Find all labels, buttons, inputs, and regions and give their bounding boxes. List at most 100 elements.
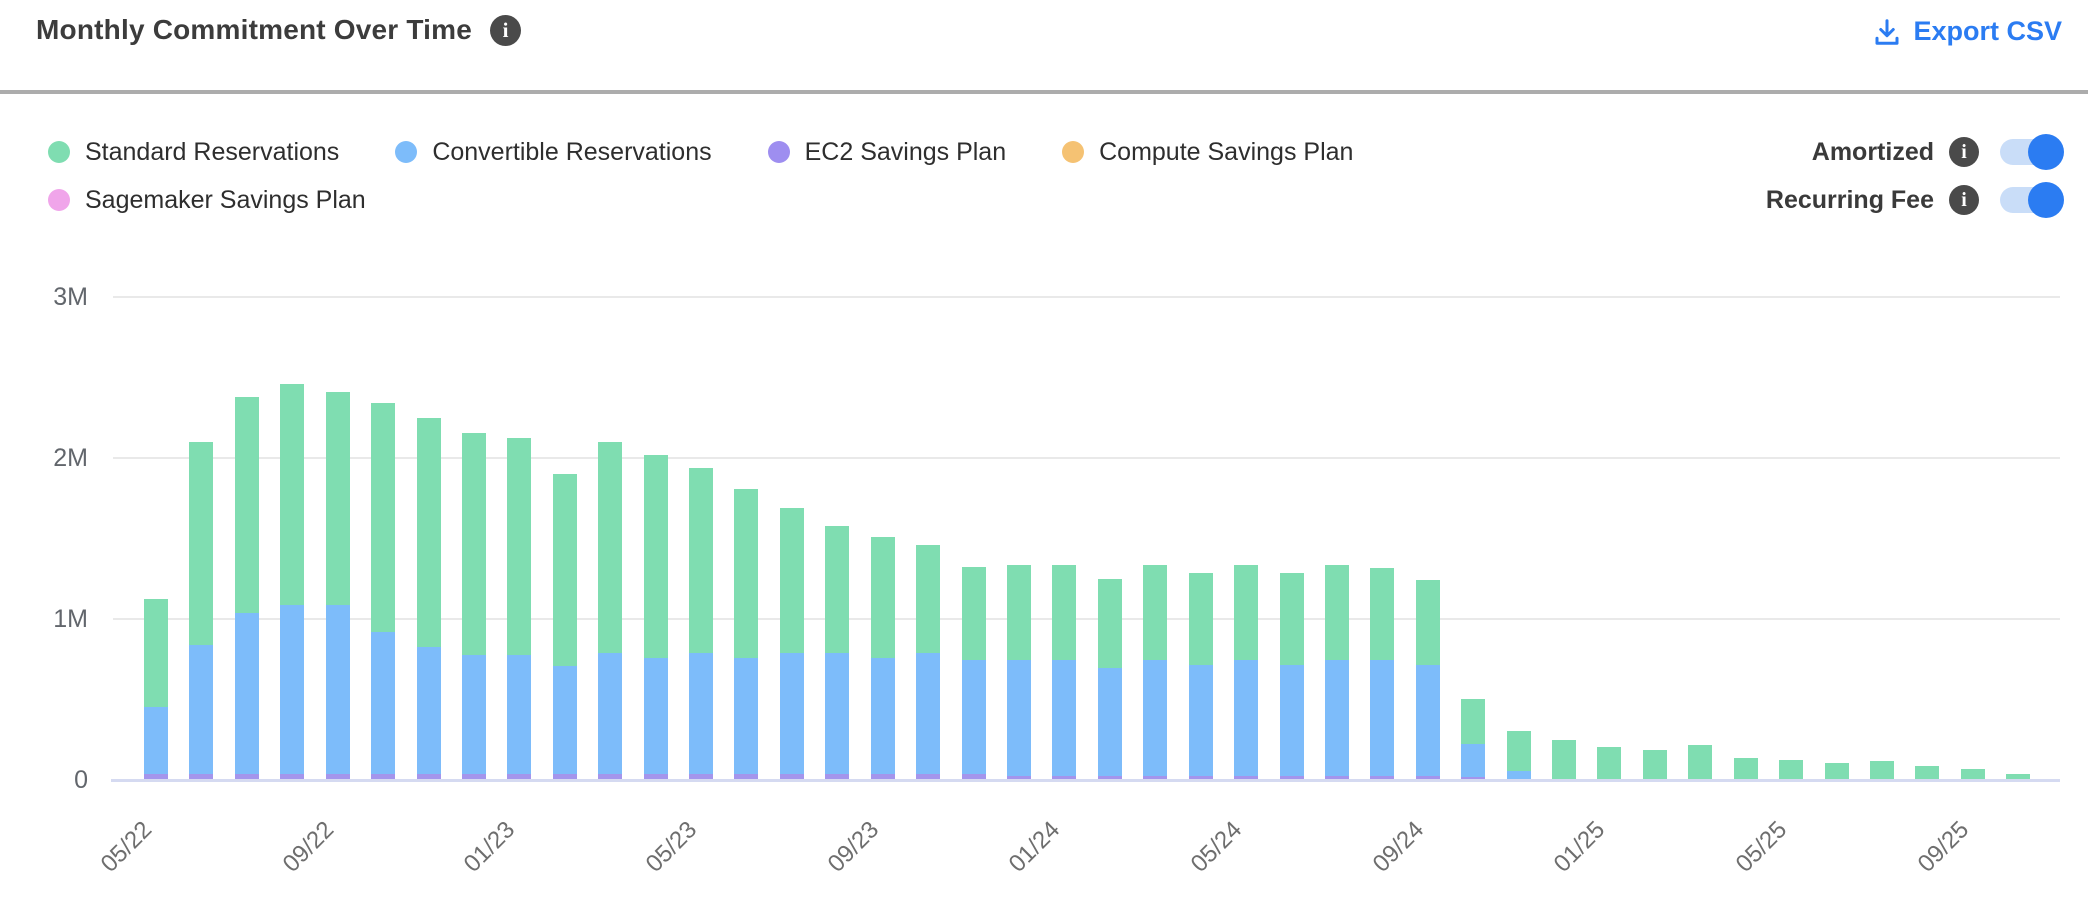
bar-segment[interactable] [780, 774, 804, 779]
bar-segment[interactable] [1234, 565, 1258, 660]
bar-segment[interactable] [326, 774, 350, 779]
bar-segment[interactable] [1052, 660, 1076, 776]
bar-segment[interactable] [1416, 776, 1440, 779]
bar-segment[interactable] [1870, 761, 1894, 779]
bar-segment[interactable] [1189, 665, 1213, 776]
bar-segment[interactable] [462, 433, 486, 655]
bar-segment[interactable] [280, 605, 304, 774]
bar-segment[interactable] [1688, 745, 1712, 779]
bar-segment[interactable] [417, 774, 441, 779]
bar-segment[interactable] [1143, 776, 1167, 779]
bar-segment[interactable] [1098, 776, 1122, 779]
legend-item[interactable]: Compute Savings Plan [1062, 138, 1353, 167]
bar-segment[interactable] [235, 774, 259, 779]
bar-segment[interactable] [1461, 699, 1485, 744]
bar-segment[interactable] [417, 418, 441, 647]
bar-segment[interactable] [553, 474, 577, 666]
bar-segment[interactable] [507, 655, 531, 774]
bar-segment[interactable] [1416, 665, 1440, 776]
bar-segment[interactable] [1234, 776, 1258, 779]
bar-segment[interactable] [1234, 660, 1258, 776]
bar-segment[interactable] [689, 774, 713, 779]
legend-item[interactable]: Sagemaker Savings Plan [48, 186, 366, 215]
bar-segment[interactable] [189, 645, 213, 774]
bar-segment[interactable] [734, 489, 758, 658]
bar-segment[interactable] [280, 384, 304, 605]
bar-segment[interactable] [1052, 776, 1076, 779]
bar-segment[interactable] [1643, 750, 1667, 779]
bar-segment[interactable] [462, 774, 486, 779]
bar-segment[interactable] [1825, 763, 1849, 779]
bar-segment[interactable] [1007, 565, 1031, 660]
bar-segment[interactable] [371, 403, 395, 632]
bar-segment[interactable] [916, 774, 940, 779]
bar-segment[interactable] [1325, 660, 1349, 776]
bar-segment[interactable] [598, 774, 622, 779]
bar-segment[interactable] [780, 508, 804, 653]
recurring-fee-toggle[interactable] [2000, 182, 2064, 218]
export-csv-button[interactable]: Export CSV [1872, 16, 2062, 47]
legend-item[interactable]: EC2 Savings Plan [767, 138, 1006, 167]
legend-item[interactable]: Convertible Reservations [395, 138, 712, 167]
bar-segment[interactable] [1779, 760, 1803, 779]
bar-segment[interactable] [1552, 740, 1576, 779]
bar-segment[interactable] [235, 613, 259, 774]
bar-segment[interactable] [734, 658, 758, 774]
bar-segment[interactable] [1325, 776, 1349, 779]
bar-segment[interactable] [1325, 565, 1349, 660]
bar-segment[interactable] [1280, 573, 1304, 665]
bar-segment[interactable] [962, 660, 986, 774]
bar-segment[interactable] [1007, 660, 1031, 776]
bar-segment[interactable] [689, 468, 713, 653]
bar-segment[interactable] [462, 655, 486, 774]
bar-segment[interactable] [144, 599, 168, 707]
bar-segment[interactable] [962, 567, 986, 660]
bar-segment[interactable] [644, 774, 668, 779]
bar-segment[interactable] [1461, 777, 1485, 779]
bar-segment[interactable] [1280, 665, 1304, 776]
bar-segment[interactable] [1143, 565, 1167, 660]
bar-segment[interactable] [962, 774, 986, 779]
bar-segment[interactable] [1507, 771, 1531, 779]
bar-segment[interactable] [280, 774, 304, 779]
bar-segment[interactable] [871, 774, 895, 779]
bar-segment[interactable] [1961, 769, 1985, 779]
bar-segment[interactable] [825, 774, 849, 779]
bar-segment[interactable] [417, 647, 441, 774]
bar-segment[interactable] [825, 653, 849, 774]
bar-segment[interactable] [1143, 660, 1167, 776]
info-icon[interactable]: i [490, 14, 522, 46]
bar-segment[interactable] [1370, 776, 1394, 779]
bar-segment[interactable] [1189, 776, 1213, 779]
bar-segment[interactable] [144, 774, 168, 779]
bar-segment[interactable] [1416, 580, 1440, 665]
bar-segment[interactable] [644, 455, 668, 658]
bar-segment[interactable] [1507, 731, 1531, 771]
bar-segment[interactable] [553, 666, 577, 774]
bar-segment[interactable] [780, 653, 804, 774]
bar-segment[interactable] [1915, 766, 1939, 779]
bar-segment[interactable] [871, 537, 895, 658]
bar-segment[interactable] [825, 526, 849, 653]
bar-segment[interactable] [1461, 743, 1485, 777]
bar-segment[interactable] [598, 442, 622, 653]
bar-segment[interactable] [189, 774, 213, 779]
bar-segment[interactable] [1370, 568, 1394, 660]
bar-segment[interactable] [235, 397, 259, 613]
bar-segment[interactable] [916, 545, 940, 653]
bar-segment[interactable] [371, 632, 395, 774]
bar-segment[interactable] [1370, 660, 1394, 776]
bar-segment[interactable] [1098, 668, 1122, 776]
bar-segment[interactable] [553, 774, 577, 779]
bar-segment[interactable] [871, 658, 895, 774]
bar-segment[interactable] [1189, 573, 1213, 665]
bar-segment[interactable] [1052, 565, 1076, 660]
legend-item[interactable]: Standard Reservations [48, 138, 339, 167]
bar-segment[interactable] [1280, 776, 1304, 779]
bar-segment[interactable] [326, 605, 350, 774]
bar-segment[interactable] [507, 438, 531, 655]
info-icon[interactable]: i [1949, 137, 1979, 167]
bar-segment[interactable] [1007, 776, 1031, 779]
amortized-toggle[interactable] [2000, 134, 2064, 170]
bar-segment[interactable] [1734, 758, 1758, 779]
